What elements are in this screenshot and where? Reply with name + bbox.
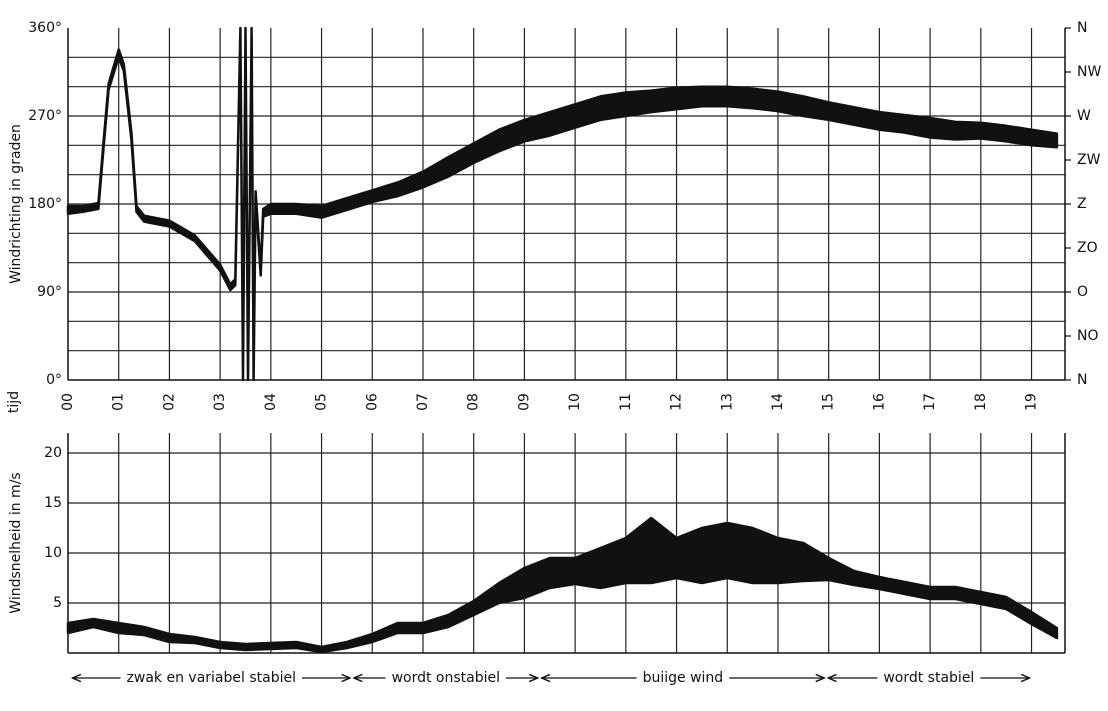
y-tick-label: 180° bbox=[28, 196, 62, 212]
y2-tick-label: ZO bbox=[1077, 240, 1098, 256]
y-tick-label: 5 bbox=[53, 595, 62, 611]
annotation-text: buiige wind bbox=[643, 670, 724, 686]
y-tick-label: 90° bbox=[37, 284, 62, 300]
x-tick-label: 12 bbox=[669, 393, 685, 411]
x-tick-label: 13 bbox=[719, 393, 735, 411]
annotation-bg bbox=[120, 668, 302, 688]
y-tick-label: 0° bbox=[46, 372, 62, 388]
x-tick-label: 07 bbox=[415, 393, 431, 411]
y2-tick-label: NW bbox=[1077, 64, 1101, 80]
y-axis-label: Windsnelheid in m/s bbox=[8, 472, 24, 613]
x-tick-label: 05 bbox=[314, 393, 330, 411]
x-tick-label: 01 bbox=[111, 393, 127, 411]
x-tick-label: 00 bbox=[60, 393, 76, 411]
annotation-bg bbox=[877, 668, 981, 688]
y2-tick-label: N bbox=[1077, 372, 1087, 388]
y-tick-label: 360° bbox=[28, 20, 62, 36]
annotation-text: zwak en variabel stabiel bbox=[127, 670, 296, 686]
y2-tick-label: Z bbox=[1077, 196, 1087, 212]
y-tick-label: 270° bbox=[28, 108, 62, 124]
y2-tick-label: ZW bbox=[1077, 152, 1101, 168]
y-tick-label: 20 bbox=[44, 445, 62, 461]
y2-tick-label: W bbox=[1077, 108, 1091, 124]
y-tick-label: 10 bbox=[44, 545, 62, 561]
x-tick-label: 18 bbox=[973, 393, 989, 411]
x-tick-label: 15 bbox=[821, 393, 837, 411]
y2-tick-label: NO bbox=[1077, 328, 1099, 344]
x-axis-label: tijd bbox=[6, 391, 22, 413]
data-band bbox=[66, 26, 1059, 382]
x-tick-label: 14 bbox=[770, 393, 786, 411]
x-tick-label: 17 bbox=[922, 393, 938, 411]
y2-tick-label: O bbox=[1077, 284, 1088, 300]
x-tick-label: 08 bbox=[466, 393, 482, 411]
y-axis-label: Windrichting in graden bbox=[8, 124, 24, 284]
x-tick-label: 19 bbox=[1024, 393, 1040, 411]
annotation-text: wordt stabiel bbox=[883, 670, 974, 686]
x-tick-label: 09 bbox=[516, 393, 532, 411]
y2-tick-label: N bbox=[1077, 20, 1087, 36]
x-tick-label: 06 bbox=[364, 393, 380, 411]
x-tick-label: 16 bbox=[871, 393, 887, 411]
x-tick-label: 04 bbox=[263, 393, 279, 411]
annotation-text: wordt onstabiel bbox=[392, 670, 500, 686]
data-band bbox=[66, 516, 1059, 654]
x-tick-label: 10 bbox=[567, 393, 583, 411]
y-tick-label: 15 bbox=[44, 495, 62, 511]
x-tick-label: 11 bbox=[618, 393, 634, 411]
x-tick-label: 02 bbox=[161, 393, 177, 411]
annotation-bg bbox=[636, 668, 730, 688]
x-tick-label: 03 bbox=[212, 393, 228, 411]
annotation-bg bbox=[385, 668, 507, 688]
